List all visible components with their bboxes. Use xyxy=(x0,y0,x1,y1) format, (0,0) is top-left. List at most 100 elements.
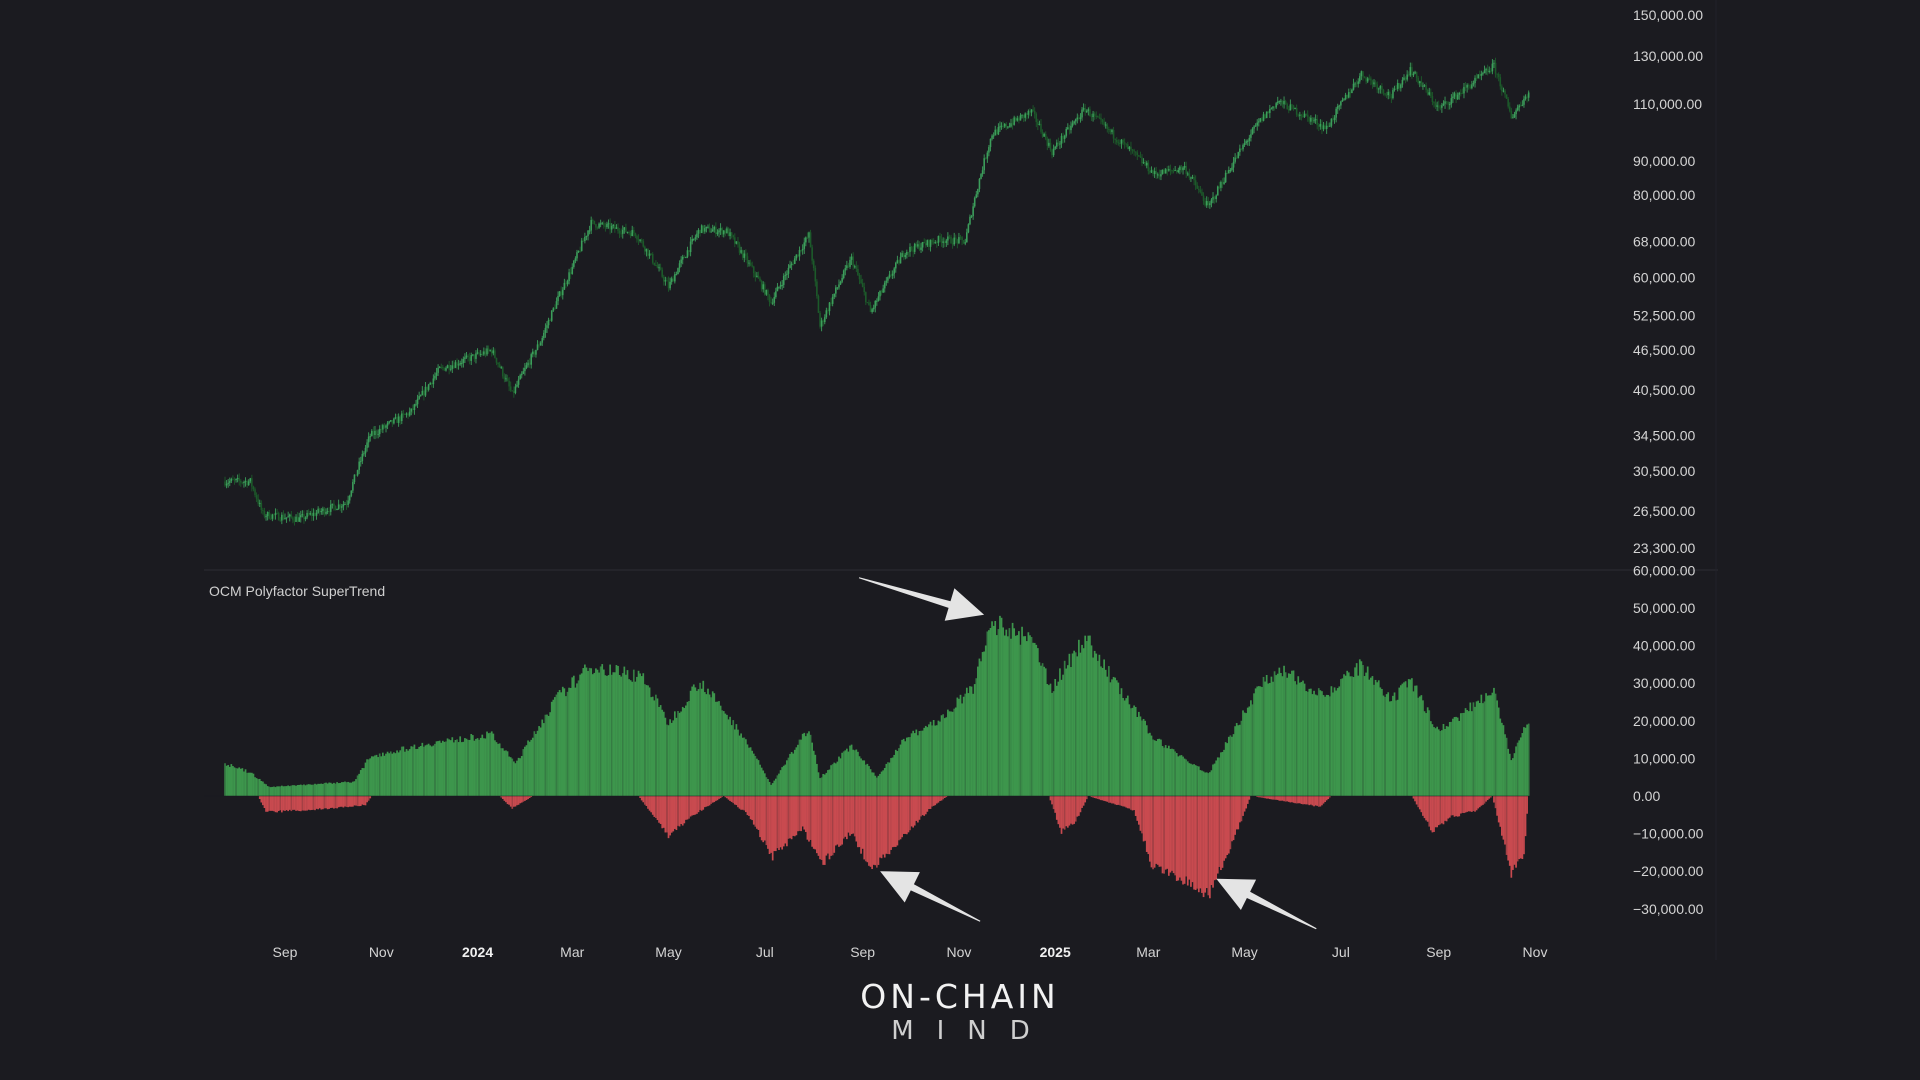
candle xyxy=(344,501,346,506)
oscillator-tick-label: 50,000.00 xyxy=(1633,600,1695,616)
candle xyxy=(1303,110,1306,118)
candle xyxy=(494,348,496,359)
candle xyxy=(936,240,938,248)
candle xyxy=(1212,192,1214,204)
candle xyxy=(932,238,935,245)
osc-negative-bar xyxy=(692,796,695,816)
candle xyxy=(928,239,930,251)
osc-negative-bar xyxy=(808,796,810,842)
osc-positive-bar xyxy=(607,675,610,796)
candle xyxy=(400,410,403,425)
osc-positive-bar xyxy=(662,711,665,796)
osc-positive-bar xyxy=(462,741,465,796)
osc-positive-bar xyxy=(599,666,602,796)
osc-negative-bar xyxy=(830,796,832,856)
candle xyxy=(1270,107,1273,110)
osc-negative-bar xyxy=(1196,796,1199,889)
candle xyxy=(994,125,997,136)
osc-positive-bar xyxy=(781,767,784,796)
oscillator-y-axis: 60,000.0050,000.0040,000.0030,000.0020,0… xyxy=(1633,562,1704,916)
candle xyxy=(1071,120,1074,128)
candle xyxy=(509,381,512,392)
osc-positive-bar xyxy=(932,720,935,796)
osc-positive-bar xyxy=(1461,712,1464,796)
candle xyxy=(513,386,515,398)
candle xyxy=(1501,84,1503,96)
osc-negative-bar xyxy=(287,796,290,812)
price-panel xyxy=(224,57,1530,526)
osc-negative-bar xyxy=(677,796,679,826)
candle xyxy=(1289,99,1292,111)
candle xyxy=(781,280,783,290)
candle xyxy=(574,256,577,264)
osc-negative-bar xyxy=(1049,796,1052,801)
candle xyxy=(1101,118,1104,125)
osc-negative-bar xyxy=(1055,796,1058,820)
osc-positive-bar xyxy=(446,738,449,796)
osc-positive-bar xyxy=(1166,748,1169,796)
osc-positive-bar xyxy=(670,722,673,796)
osc-positive-bar xyxy=(839,758,842,796)
candle xyxy=(1343,98,1345,101)
osc-positive-bar xyxy=(778,773,780,796)
candle xyxy=(754,271,757,282)
osc-negative-bar xyxy=(317,796,319,810)
candle xyxy=(238,473,241,486)
osc-negative-bar xyxy=(817,796,820,856)
candle xyxy=(1141,154,1143,167)
osc-positive-bar xyxy=(1480,694,1483,796)
candle xyxy=(617,223,619,234)
candle xyxy=(318,507,321,516)
osc-negative-bar xyxy=(793,796,796,837)
osc-positive-bar xyxy=(948,711,951,796)
candle xyxy=(909,243,911,257)
candle xyxy=(1496,73,1498,79)
osc-positive-bar xyxy=(514,763,517,796)
osc-negative-bar xyxy=(664,796,667,833)
osc-positive-bar xyxy=(814,754,817,796)
osc-negative-bar xyxy=(1112,796,1115,804)
candle xyxy=(1122,138,1124,146)
osc-negative-bar xyxy=(697,796,700,813)
osc-negative-bar xyxy=(1205,796,1208,889)
osc-positive-bar xyxy=(1478,703,1481,796)
osc-positive-bar xyxy=(1111,679,1113,796)
candle xyxy=(662,274,665,286)
osc-positive-bar xyxy=(1237,725,1240,796)
osc-positive-bar xyxy=(492,733,495,796)
osc-positive-bar xyxy=(325,782,327,796)
osc-positive-bar xyxy=(565,696,567,796)
candle xyxy=(1087,107,1090,116)
osc-negative-bar xyxy=(1270,796,1273,800)
osc-negative-bar xyxy=(1461,796,1464,813)
osc-negative-bar xyxy=(1246,796,1249,804)
osc-positive-bar xyxy=(1441,730,1443,796)
candle xyxy=(408,407,411,417)
osc-negative-bar xyxy=(1054,796,1057,813)
osc-positive-bar xyxy=(590,668,593,796)
osc-positive-bar xyxy=(342,782,345,796)
osc-positive-bar xyxy=(1518,740,1521,796)
candle xyxy=(1418,80,1421,88)
candle xyxy=(798,246,801,261)
osc-negative-bar xyxy=(1239,796,1241,823)
osc-positive-bar xyxy=(853,750,856,796)
candle xyxy=(539,341,542,346)
candle xyxy=(615,224,618,229)
candle xyxy=(846,260,848,271)
osc-positive-bar xyxy=(584,664,586,796)
candle xyxy=(812,258,815,271)
osc-positive-bar xyxy=(389,751,392,796)
candle xyxy=(468,352,471,365)
candle xyxy=(1136,150,1139,161)
candle xyxy=(1011,118,1014,130)
candle xyxy=(1448,101,1451,110)
osc-positive-bar xyxy=(1349,676,1352,796)
candle xyxy=(1040,119,1042,134)
candle xyxy=(505,374,507,382)
osc-negative-bar xyxy=(295,796,297,811)
osc-positive-bar xyxy=(383,755,386,796)
candle xyxy=(1175,169,1178,174)
osc-negative-bar xyxy=(1141,796,1143,834)
osc-positive-bar xyxy=(823,774,826,796)
